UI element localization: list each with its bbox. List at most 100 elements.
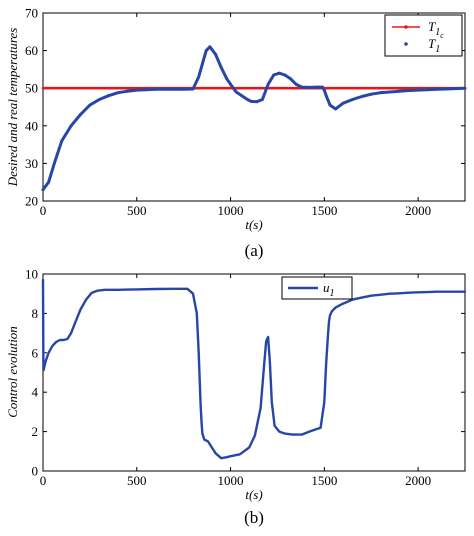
series-t1-point (322, 88, 326, 92)
series-t1-point (463, 86, 467, 90)
series-t1-point (97, 98, 101, 101)
y-tick-label: 30 (25, 156, 38, 171)
x-tick-label: 2000 (405, 203, 431, 218)
panel-b-xlabel: t(s) (245, 487, 262, 502)
panel-a-legend: T1c T1 (384, 14, 463, 57)
series-t1-point (289, 77, 292, 81)
series-t1-point (41, 188, 45, 192)
series-t1-point (47, 180, 50, 184)
legend-t1-main: T (428, 36, 436, 51)
x-tick-label: 0 (40, 473, 47, 488)
x-tick-label: 1500 (311, 203, 337, 218)
panel-b-ylabel: Control evolution (5, 326, 20, 418)
series-t1-point (266, 83, 270, 86)
series-t1-point (246, 98, 249, 101)
series-t1-point (107, 94, 110, 98)
series-t1-point (229, 83, 233, 86)
x-tick-label: 500 (127, 203, 147, 218)
series-t1-point (435, 87, 439, 91)
panel-a-legend-box (384, 14, 463, 57)
series-t1-point (154, 87, 157, 91)
series-t1-point (52, 162, 56, 165)
series-t1-point (328, 103, 332, 107)
series-t1-point (201, 62, 204, 66)
series-t1-point (407, 89, 411, 92)
legend-t1c-label: T1c (428, 19, 444, 40)
panel-a-xlabel: t(s) (245, 217, 262, 232)
y-tick-label: 4 (32, 385, 39, 400)
series-t1-point (369, 92, 373, 96)
series-t1-point (204, 49, 208, 52)
y-tick-label: 6 (32, 345, 39, 360)
legend-t1c-marker (404, 25, 408, 29)
panel-b-series (41, 278, 467, 460)
series-t1-point (116, 91, 120, 95)
series-t1-point (283, 73, 287, 77)
legend-t1-label: T1 (428, 36, 440, 55)
panel-b-plot-frame (42, 273, 466, 472)
y-tick-label: 20 (25, 194, 38, 209)
x-tick-label: 1500 (311, 473, 337, 488)
series-t1-point (315, 85, 319, 89)
y-tick-label: 50 (25, 81, 38, 96)
panel-b: 0 500 1000 1500 2000 0 2 4 6 8 10 t(s) Control evo… (5, 267, 467, 527)
series-t1-line (41, 45, 467, 192)
series-t1-point (197, 75, 201, 79)
series-t1-point (88, 103, 92, 107)
series-t1-point (144, 88, 148, 92)
series-t1-point (240, 94, 244, 98)
series-t1-point (388, 90, 392, 94)
panel-a-ylabel: Desired and real temperatures (5, 28, 20, 188)
series-t1-point (69, 124, 73, 128)
series-t1-point (324, 94, 328, 98)
x-tick-label: 500 (127, 473, 147, 488)
series-t1-point (214, 53, 218, 56)
series-t1-point (277, 71, 281, 75)
legend-t1-sub: 1 (435, 44, 440, 55)
series-t1-point (300, 85, 304, 89)
y-tick-label: 10 (25, 267, 38, 282)
panel-a: 0 500 1000 1500 2000 20 30 40 50 60 70 t(s) Desire… (5, 6, 467, 260)
series-t1-point (60, 139, 64, 143)
series-t1-point (351, 98, 354, 101)
series-t1-point (321, 85, 324, 89)
legend-t1-marker (404, 42, 408, 46)
legend-u1-sub: 1 (330, 288, 335, 299)
series-t1-point (219, 66, 223, 69)
y-tick-label: 40 (25, 118, 38, 133)
series-t1-point (426, 88, 429, 92)
y-tick-label: 8 (32, 306, 39, 321)
panel-b-legend: u1 (281, 276, 353, 300)
y-tick-label: 2 (32, 424, 39, 439)
x-tick-label: 0 (40, 203, 47, 218)
legend-t1c-main: T (428, 19, 436, 34)
series-t1-point (416, 88, 420, 92)
panel-b-ticks: 0 500 1000 1500 2000 0 2 4 6 8 10 (25, 267, 465, 488)
panel-a-series (41, 45, 467, 192)
series-t1-point (163, 87, 167, 91)
series-t1-point (398, 89, 401, 93)
series-t1-point (379, 91, 382, 95)
legend-t1c-sub: 1 (435, 27, 440, 38)
series-t1-point (360, 95, 364, 98)
series-t1-point (444, 87, 448, 91)
series-t1-point (272, 73, 276, 77)
legend-t1c-subsub: c (440, 31, 444, 40)
y-tick-label: 70 (25, 6, 38, 21)
legend-u1-main: u (323, 280, 330, 295)
x-tick-label: 2000 (405, 473, 431, 488)
series-t1-point (172, 87, 176, 91)
series-t1-point (341, 101, 345, 105)
series-t1-point (182, 87, 186, 91)
series-t1-point (334, 107, 337, 111)
panel-b-caption: (b) (244, 508, 264, 527)
series-t1-point (208, 45, 212, 49)
series-t1-point (249, 100, 253, 103)
series-u1-line (41, 278, 467, 460)
legend-u1-label: u1 (323, 280, 335, 299)
series-t1-point (135, 88, 139, 92)
series-t1-point (126, 89, 129, 93)
y-tick-label: 60 (25, 43, 38, 58)
series-t1-point (454, 87, 457, 90)
